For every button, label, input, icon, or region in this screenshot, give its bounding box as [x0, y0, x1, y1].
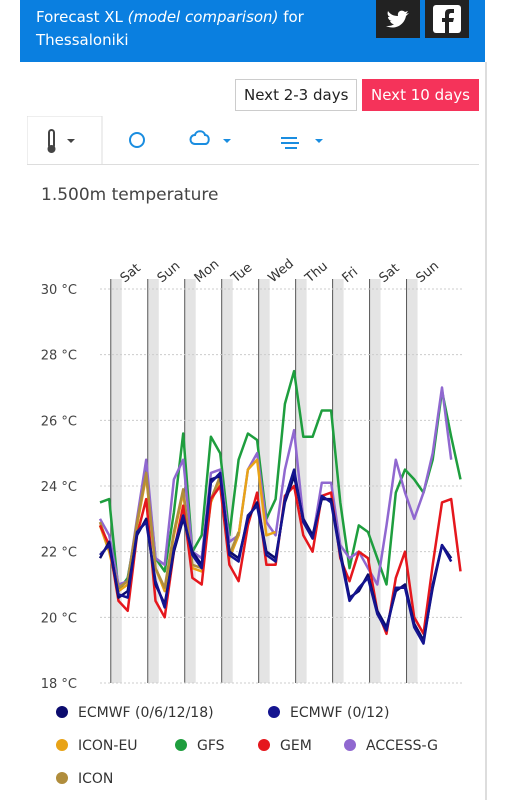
- legend-label: ICON-EU: [78, 738, 138, 754]
- night-band: [110, 279, 122, 683]
- legend-marker: [258, 739, 270, 751]
- header-text: Forecast XL (model comparison) for Thessa…: [36, 6, 304, 52]
- subtitle: (model comparison): [127, 8, 279, 26]
- night-band: [184, 279, 196, 683]
- x-tick-label: Thu: [302, 259, 331, 287]
- page-edge: [485, 62, 487, 800]
- x-tick-label: Wed: [266, 256, 297, 286]
- twitter-button[interactable]: [376, 0, 420, 38]
- night-band: [369, 279, 381, 683]
- legend-marker: [268, 706, 280, 718]
- legend-marker: [344, 739, 356, 751]
- series-line: [98, 458, 277, 593]
- connector: for: [283, 8, 304, 26]
- night-band: [147, 279, 159, 683]
- facebook-button[interactable]: [425, 0, 469, 38]
- night-band: [221, 279, 233, 683]
- title: Forecast XL: [36, 8, 123, 26]
- x-tick-label: Sat: [118, 261, 144, 286]
- tab-icons: [26, 115, 323, 164]
- x-tick-label: Sat: [377, 261, 403, 286]
- series-line: [98, 484, 462, 636]
- y-tick-label: 30 °C: [41, 283, 77, 298]
- legend-label: ECMWF (0/6/12/18): [78, 705, 214, 721]
- y-tick-label: 24 °C: [41, 480, 77, 495]
- night-band: [406, 279, 418, 683]
- y-tick-label: 28 °C: [41, 349, 77, 364]
- legend-label: ECMWF (0/12): [290, 705, 389, 721]
- x-tick-label: Mon: [192, 257, 223, 286]
- x-tick-label: Sun: [155, 259, 184, 286]
- series-line: [99, 468, 453, 645]
- legend-label: ACCESS-G: [366, 738, 438, 754]
- y-tick-label: 18 °C: [41, 677, 77, 692]
- location: Thessaloniki: [36, 31, 129, 49]
- night-band: [295, 279, 307, 683]
- x-tick-label: Sun: [413, 259, 442, 286]
- range-button-active[interactable]: Next 10 days: [362, 79, 479, 111]
- night-band: [332, 279, 344, 683]
- series-line: [98, 471, 240, 590]
- legend-label: GEM: [280, 738, 312, 754]
- x-tick-label: Fri: [340, 265, 362, 286]
- series-line: [99, 369, 462, 593]
- legend-label: ICON: [78, 771, 113, 787]
- tab-bar: [26, 115, 479, 165]
- legend-label: GFS: [197, 738, 225, 754]
- chart-title: 1.500m temperature: [41, 185, 219, 205]
- x-tick-label: Tue: [228, 260, 255, 286]
- header: Forecast XL (model comparison) for Thessa…: [20, 0, 485, 62]
- series-line: [98, 386, 453, 586]
- legend-marker: [56, 706, 68, 718]
- y-tick-label: 20 °C: [41, 611, 77, 626]
- legend-marker: [56, 739, 68, 751]
- range-button[interactable]: Next 2-3 days: [235, 79, 358, 111]
- y-tick-label: 26 °C: [41, 414, 77, 429]
- night-band: [258, 279, 270, 683]
- legend-marker: [56, 772, 68, 784]
- legend-marker: [175, 739, 187, 751]
- y-tick-label: 22 °C: [41, 546, 77, 561]
- series-line: [98, 474, 453, 642]
